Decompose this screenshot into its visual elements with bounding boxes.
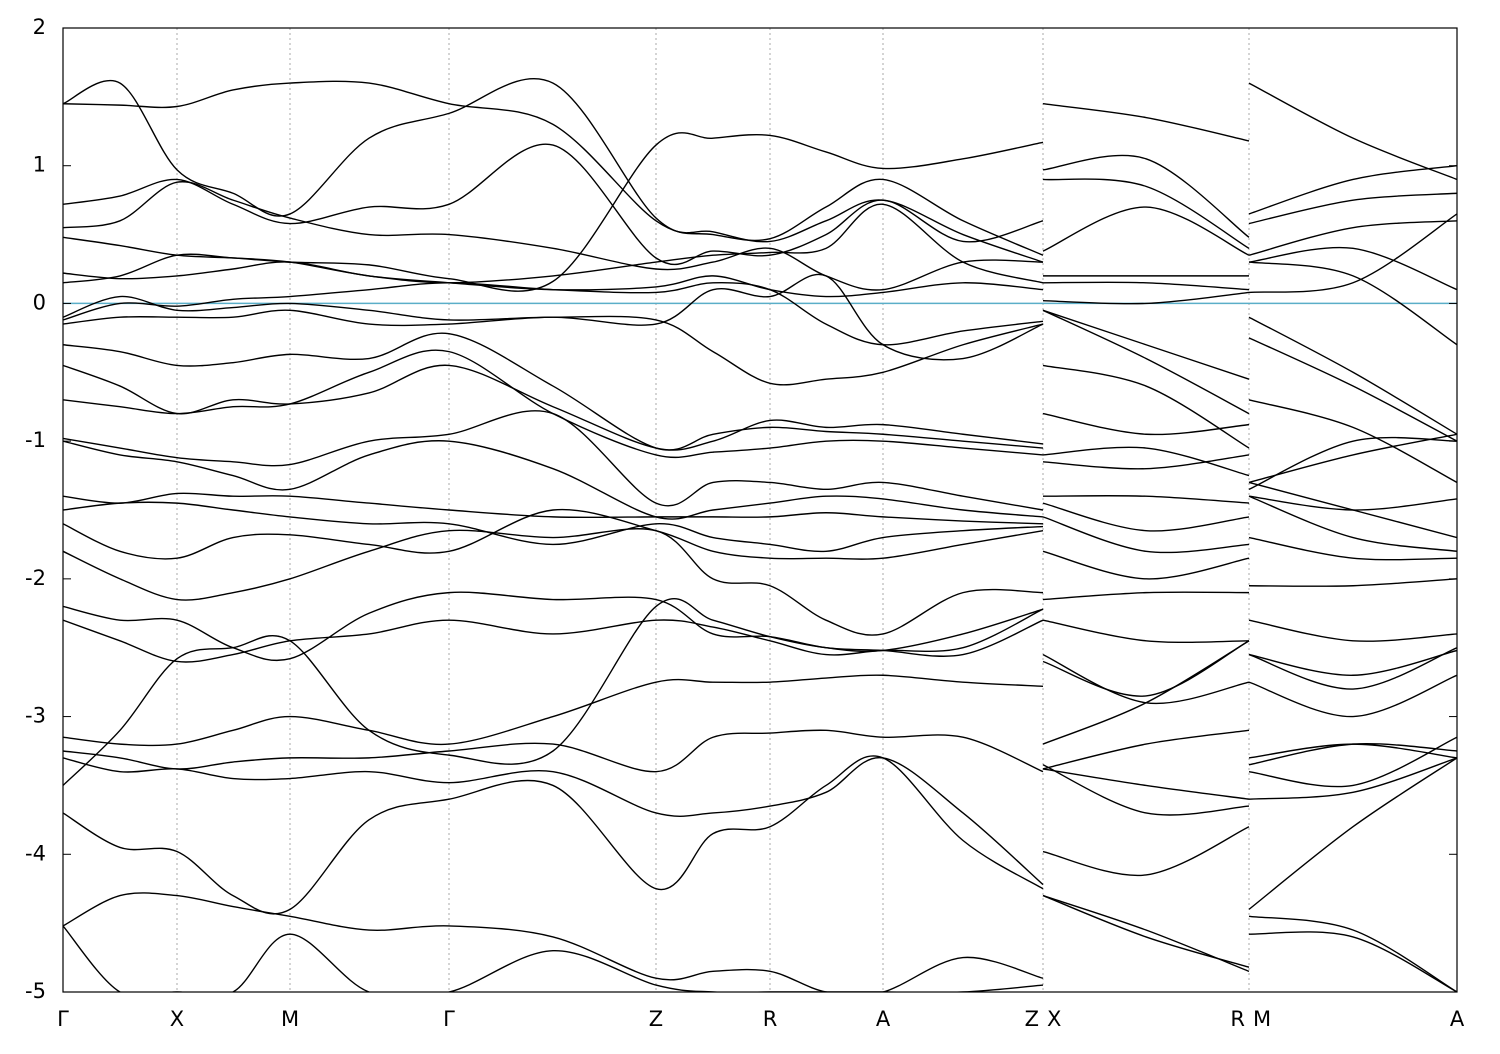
x-tick-label: R	[763, 1007, 778, 1031]
bands	[63, 77, 1457, 992]
x-tick-label: X	[1047, 1007, 1061, 1031]
x-tick-label: X	[170, 1007, 184, 1031]
y-tick-label: -4	[25, 841, 46, 865]
band-line	[63, 440, 1457, 553]
band-line	[63, 273, 1457, 484]
x-tick-label: A	[876, 1007, 891, 1031]
band-line	[63, 281, 1457, 435]
y-tick-label: -1	[25, 428, 46, 452]
x-tick-label: A	[1450, 1007, 1465, 1031]
x-tick-label: R	[1230, 1007, 1245, 1031]
y-tick-label: 1	[33, 153, 46, 177]
band-line	[63, 508, 1457, 642]
x-tick-label: Z	[1025, 1007, 1039, 1031]
band-line	[63, 181, 1457, 291]
x-tick-label: Z	[649, 1007, 663, 1031]
band-line	[63, 332, 1457, 484]
band-line	[63, 755, 1457, 915]
band-line	[63, 894, 1457, 992]
band-line	[63, 203, 1457, 346]
y-tick-label: 0	[33, 290, 46, 314]
band-line	[63, 892, 1457, 992]
band-line	[63, 598, 1457, 786]
band-line	[63, 492, 1457, 561]
x-tick-label: Γ	[443, 1007, 455, 1031]
band-line	[63, 528, 1457, 690]
band-line	[63, 410, 1457, 539]
band-line	[63, 132, 1457, 292]
y-tick-label: -3	[25, 704, 46, 728]
band-line	[63, 501, 1457, 587]
y-tick-label: -2	[25, 566, 46, 590]
band-line	[63, 364, 1457, 490]
band-line	[63, 729, 1457, 816]
x-tick-label: M	[281, 1007, 299, 1031]
band-line	[63, 80, 1457, 256]
band-line	[63, 143, 1457, 265]
x-tick-label: M	[1253, 1007, 1271, 1031]
band-line	[63, 77, 1457, 263]
band-line	[63, 674, 1457, 770]
plot-frame	[62, 27, 1458, 993]
y-tick-label: 2	[33, 15, 46, 39]
y-tick-label: -5	[25, 979, 46, 1003]
x-tick-label: Γ	[57, 1007, 69, 1031]
